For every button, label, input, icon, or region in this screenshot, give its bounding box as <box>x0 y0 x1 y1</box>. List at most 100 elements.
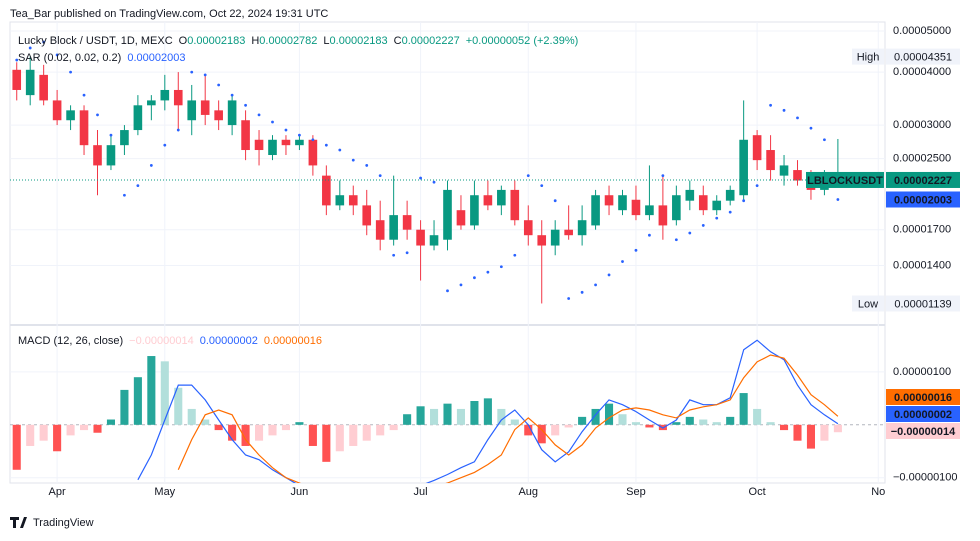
sar-dot <box>499 265 503 269</box>
sar-dot <box>769 103 772 107</box>
macd-badge <box>886 423 960 439</box>
candle-body <box>604 195 614 206</box>
sar-name: SAR (0.02, 0.02, 0.2) <box>18 52 121 64</box>
candle-body <box>497 189 506 206</box>
sar-dot <box>580 290 584 294</box>
histogram-bar <box>93 424 102 433</box>
macd-badge-value: 0.00000016 <box>894 392 952 404</box>
sar-dot <box>338 148 342 152</box>
symbol-name: Lucky Block / USDT, 1D, MEXC <box>18 35 173 47</box>
high-value-bg <box>886 48 960 65</box>
x-tick-label: No <box>871 486 885 498</box>
price-legend: Lucky Block / USDT, 1D, MEXC O0.00002183 H… <box>18 35 578 47</box>
candle-body <box>429 235 439 246</box>
macd-badge-value: −0.00000014 <box>891 426 956 438</box>
macd-legend: MACD (12, 26, close) −0.00000014 0.0000000… <box>18 335 322 347</box>
sar-dot <box>432 180 436 184</box>
candle-body <box>793 170 802 181</box>
histogram-bar <box>753 408 762 425</box>
sar-legend: SAR (0.02, 0.02, 0.2) 0.00002003 <box>18 52 185 64</box>
candle-body <box>725 189 735 201</box>
symbol-badge <box>806 171 884 188</box>
sar-dot <box>782 108 786 112</box>
candle-body <box>362 205 372 226</box>
sar-dot <box>82 93 86 97</box>
sar-dot <box>621 260 624 263</box>
candle-body <box>25 69 35 96</box>
histogram-bar <box>80 424 89 431</box>
sar-dot <box>378 174 382 178</box>
sar-dot <box>836 198 840 201</box>
c-value: 0.00002227 <box>402 35 460 47</box>
candle-body <box>147 100 156 106</box>
c-label: C <box>394 35 402 47</box>
sar-dot <box>634 248 638 252</box>
histogram-bar <box>106 419 115 425</box>
histogram-bar <box>228 424 237 441</box>
candle-body <box>227 100 237 126</box>
histogram-bar <box>806 424 815 449</box>
candle-body <box>281 139 291 146</box>
sar-dot <box>217 83 221 87</box>
sar-dot <box>176 128 180 132</box>
sar-dot <box>648 233 651 237</box>
histogram-bar <box>726 416 735 425</box>
histogram-bar <box>591 408 600 425</box>
sar-dot <box>701 224 705 227</box>
candle-body <box>550 229 560 246</box>
brand-logo <box>10 517 27 528</box>
sar-dot <box>540 184 544 187</box>
sar-dot <box>136 184 140 187</box>
histogram-bar <box>281 424 290 431</box>
o-label: O <box>179 35 188 47</box>
candle-body <box>173 89 183 106</box>
candle-body <box>698 195 708 211</box>
histogram-bar <box>241 424 250 446</box>
candle-body <box>375 220 385 240</box>
sar-dot <box>392 253 396 257</box>
histogram-bar <box>564 424 573 428</box>
histogram-bar <box>672 422 681 425</box>
histogram-bar <box>362 424 371 441</box>
signal-value: 0.00000016 <box>264 335 322 347</box>
histogram-bar <box>133 377 142 425</box>
histogram-bar <box>403 414 412 425</box>
sar-dot <box>15 58 19 62</box>
sar-dot <box>351 158 355 162</box>
high-label: High <box>857 52 880 64</box>
y-tick-label: 0.00002500 <box>893 153 951 165</box>
candle-body <box>120 130 129 146</box>
histogram-bar <box>618 414 627 425</box>
sar-dot <box>311 138 315 142</box>
sar-dot <box>28 46 32 50</box>
x-tick-label: Jul <box>414 486 428 498</box>
sar-dot <box>42 40 46 44</box>
sar-dot <box>123 193 126 197</box>
hist-value: −0.00000014 <box>129 335 194 347</box>
histogram-bar <box>510 419 519 425</box>
l-value: 0.00002183 <box>330 35 388 47</box>
sar-dot <box>109 133 113 137</box>
sar-dot <box>796 116 799 120</box>
macd-value: 0.00000002 <box>200 335 258 347</box>
low-value: 0.00001139 <box>894 298 951 310</box>
candle-body <box>523 220 533 236</box>
sar-dot <box>203 73 207 77</box>
candle-body <box>456 210 466 226</box>
sar-badge-value: 0.00002003 <box>894 194 952 206</box>
x-tick-label: Jun <box>291 486 309 498</box>
candle-body <box>322 175 331 206</box>
sar-dot <box>405 251 409 255</box>
candle-body <box>214 110 223 121</box>
histogram-bar <box>497 408 506 425</box>
candle-body <box>402 215 412 230</box>
sar-dot <box>526 174 530 178</box>
candle-body <box>200 100 210 115</box>
x-tick-label: May <box>154 486 175 498</box>
change: +0.00000052 (+2.39%) <box>466 35 579 47</box>
histogram-bar <box>174 387 183 425</box>
candle-body <box>79 110 89 146</box>
histogram-bar <box>605 403 614 425</box>
macd-line <box>177 354 839 483</box>
candle-body <box>752 135 762 161</box>
